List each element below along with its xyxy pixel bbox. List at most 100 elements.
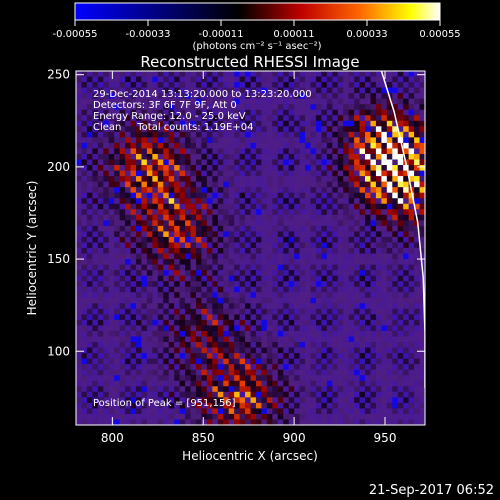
- heatmap-cell: [201, 259, 208, 265]
- heatmap-cell: [185, 325, 191, 332]
- heatmap-cell: [108, 203, 115, 210]
- heatmap-cell: [146, 259, 153, 265]
- heatmap-cell: [130, 98, 137, 105]
- heatmap-cell: [386, 220, 393, 227]
- heatmap-cell: [234, 297, 240, 304]
- heatmap-cell: [403, 126, 410, 133]
- heatmap-cell: [245, 93, 251, 100]
- heatmap-cell: [337, 142, 344, 149]
- heatmap-cell: [239, 314, 246, 321]
- heatmap-cell: [135, 109, 142, 116]
- heatmap-cell: [315, 187, 322, 194]
- heatmap-cell: [146, 153, 153, 160]
- heatmap-cell: [146, 253, 153, 260]
- heatmap-cell: [103, 286, 110, 293]
- heatmap-cell: [348, 176, 355, 183]
- heatmap-cell: [408, 115, 415, 122]
- heatmap-cell: [81, 259, 88, 265]
- heatmap-cell: [315, 413, 322, 420]
- heatmap-cell: [255, 386, 262, 393]
- heatmap-cell: [190, 408, 197, 415]
- heatmap-cell: [239, 142, 246, 149]
- heatmap-cell: [343, 242, 350, 249]
- heatmap-cell: [288, 76, 295, 83]
- heatmap-cell: [103, 176, 110, 183]
- heatmap-cell: [272, 397, 279, 404]
- heatmap-cell: [130, 353, 137, 360]
- heatmap-cell: [397, 120, 404, 127]
- heatmap-cell: [206, 71, 213, 77]
- heatmap-cell: [365, 330, 371, 337]
- heatmap-cell: [135, 303, 142, 310]
- heatmap-cell: [305, 408, 311, 415]
- heatmap-cell: [370, 413, 377, 420]
- heatmap-cell: [212, 76, 219, 83]
- heatmap-cell: [272, 209, 279, 216]
- heatmap-cell: [206, 236, 213, 243]
- heatmap-cell: [152, 358, 159, 365]
- heatmap-cell: [354, 380, 360, 387]
- heatmap-cell: [119, 120, 126, 127]
- heatmap-cell: [130, 153, 137, 160]
- heatmap-cell: [114, 176, 121, 183]
- heatmap-cell: [130, 209, 137, 216]
- heatmap-cell: [299, 170, 306, 177]
- heatmap-cell: [359, 93, 366, 100]
- heatmap-cell: [201, 391, 208, 398]
- heatmap-cell: [283, 231, 290, 238]
- heatmap-cell: [277, 364, 284, 371]
- heatmap-cell: [419, 159, 425, 166]
- heatmap-cell: [217, 109, 224, 116]
- heatmap-cell: [272, 408, 279, 415]
- heatmap-cell: [250, 159, 257, 166]
- heatmap-cell: [130, 413, 137, 420]
- heatmap-cell: [114, 187, 121, 194]
- heatmap-cell: [168, 369, 175, 376]
- heatmap-cell: [277, 142, 284, 149]
- heatmap-cell: [157, 292, 164, 299]
- heatmap-cell: [294, 231, 300, 238]
- heatmap-cell: [359, 153, 366, 160]
- heatmap-cell: [141, 314, 148, 321]
- heatmap-cell: [201, 209, 208, 216]
- heatmap-cell: [245, 402, 251, 409]
- heatmap-cell: [283, 380, 290, 387]
- heatmap-cell: [294, 209, 300, 216]
- heatmap-cell: [141, 192, 148, 199]
- heatmap-cell: [217, 231, 224, 238]
- heatmap-cell: [81, 248, 88, 254]
- heatmap-cell: [86, 353, 93, 360]
- heatmap-cell: [228, 142, 235, 149]
- heatmap-cell: [414, 369, 420, 376]
- heatmap-cell: [354, 259, 360, 265]
- heatmap-cell: [174, 87, 181, 94]
- heatmap-cell: [239, 82, 246, 88]
- heatmap-cell: [294, 402, 300, 409]
- heatmap-cell: [86, 115, 93, 122]
- heatmap-cell: [119, 308, 126, 315]
- heatmap-cell: [315, 330, 322, 337]
- heatmap-cell: [283, 82, 290, 88]
- heatmap-cell: [397, 142, 404, 149]
- heatmap-cell: [185, 303, 191, 310]
- heatmap-cell: [261, 126, 268, 133]
- heatmap-cell: [332, 264, 339, 271]
- heatmap-cell: [321, 330, 328, 337]
- heatmap-cell: [315, 98, 322, 105]
- heatmap-cell: [76, 358, 82, 365]
- heatmap-cell: [239, 231, 246, 238]
- heatmap-cell: [212, 153, 219, 160]
- heatmap-cell: [365, 292, 371, 299]
- heatmap-cell: [272, 159, 279, 166]
- heatmap-cell: [310, 137, 317, 144]
- heatmap-cell: [375, 159, 382, 166]
- heatmap-cell: [354, 198, 360, 205]
- heatmap-cell: [266, 303, 273, 310]
- heatmap-cell: [277, 187, 284, 194]
- heatmap-cell: [261, 120, 268, 127]
- heatmap-cell: [239, 98, 246, 105]
- heatmap-cell: [375, 281, 382, 288]
- heatmap-cell: [103, 76, 110, 83]
- heatmap-cell: [119, 187, 126, 194]
- heatmap-cell: [174, 214, 181, 221]
